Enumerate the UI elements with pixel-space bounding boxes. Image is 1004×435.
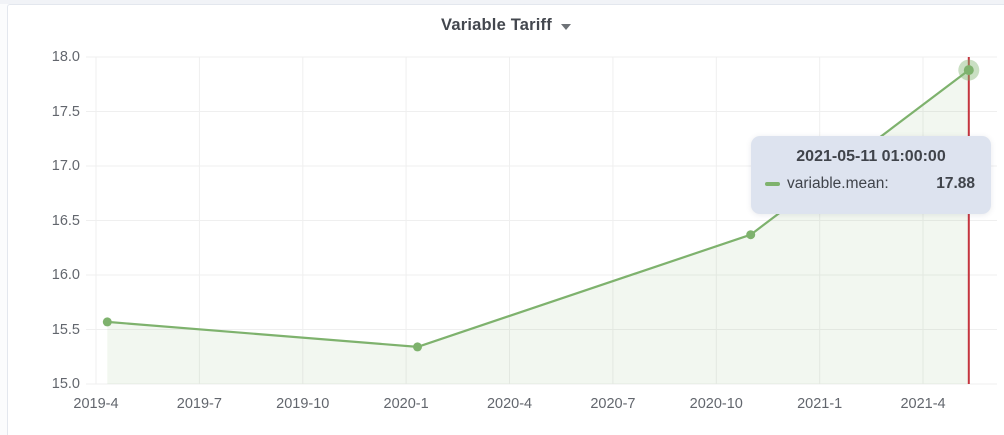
- chart-tooltip: 2021-05-11 01:00:00 variable.mean: 17.88: [751, 136, 991, 214]
- y-tick-label: 15.5: [51, 321, 80, 338]
- x-tick-label: 2020-10: [689, 396, 743, 412]
- panel-variable-tariff: Variable Tariff: [7, 4, 1004, 435]
- x-tick-label: 2019-10: [276, 396, 330, 412]
- tooltip-series-label: variable.mean:: [787, 175, 889, 192]
- y-tick-label: 17.0: [51, 158, 80, 174]
- data-point[interactable]: [102, 317, 112, 327]
- series-color-icon: [765, 182, 780, 186]
- x-tick-label: 2020-1: [383, 396, 429, 412]
- data-point[interactable]: [413, 342, 422, 352]
- panel-header-menu[interactable]: Variable Tariff: [8, 5, 1004, 45]
- x-tick-label: 2020-4: [486, 396, 533, 412]
- y-tick-label: 16.0: [51, 267, 80, 283]
- data-point[interactable]: [963, 65, 974, 76]
- x-tick-label: 2021-1: [797, 396, 843, 412]
- tooltip-value: 17.88: [936, 175, 975, 192]
- x-tick-label: 2021-4: [900, 396, 946, 412]
- y-tick-label: 18.0: [51, 49, 80, 65]
- data-point[interactable]: [746, 230, 756, 240]
- page-top-strip: [0, 0, 1004, 4]
- area-fill: [107, 70, 969, 384]
- chevron-down-icon: [560, 23, 571, 30]
- tooltip-series-row: variable.mean: 17.88: [751, 175, 991, 193]
- y-tick-label: 16.5: [51, 212, 80, 229]
- y-tick-label: 17.5: [51, 103, 80, 120]
- panel-title[interactable]: Variable Tariff: [441, 15, 552, 34]
- tooltip-timestamp: 2021-05-11 01:00:00: [796, 148, 946, 165]
- y-tick-label: 15.0: [51, 376, 80, 392]
- x-tick-label: 2019-7: [176, 396, 222, 412]
- x-tick-label: 2019-4: [73, 396, 119, 412]
- x-tick-label: 2020-7: [590, 396, 636, 412]
